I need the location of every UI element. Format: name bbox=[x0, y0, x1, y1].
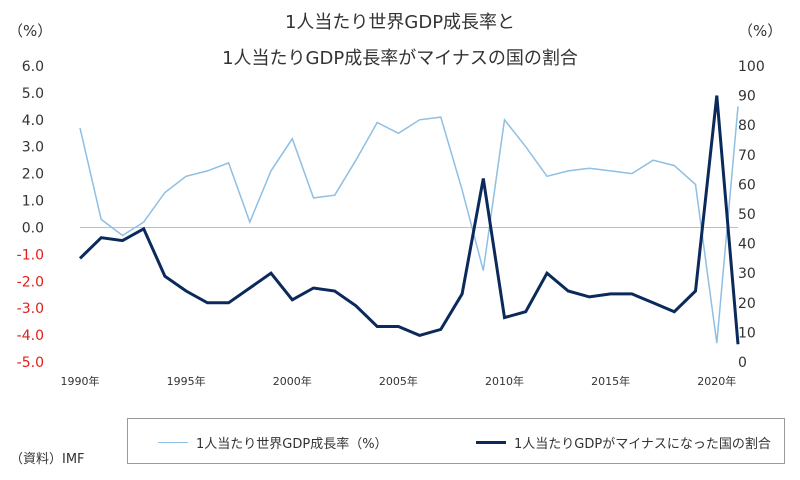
chart-legend: 1人当たり世界GDP成長率（%） 1人当たりGDPがマイナスになった国の割合 bbox=[127, 418, 785, 464]
left-axis-tick-label: 6.0 bbox=[22, 59, 44, 75]
chart-title-line2: 1人当たりGDP成長率がマイナスの国の割合 bbox=[222, 48, 578, 69]
right-axis-tick-label: 10 bbox=[738, 325, 756, 341]
right-axis-tick-label: 40 bbox=[738, 237, 756, 253]
legend-swatch-growth-rate bbox=[158, 442, 188, 443]
x-axis-tick-label: 1990年 bbox=[61, 374, 100, 388]
left-axis-tick-label: -4.0 bbox=[17, 328, 44, 344]
legend-swatch-negative-share bbox=[476, 441, 506, 444]
left-axis-tick-label: 5.0 bbox=[22, 86, 44, 102]
x-axis-tick-label: 1995年 bbox=[167, 374, 206, 388]
right-axis-tick-label: 100 bbox=[738, 59, 765, 75]
right-axis-tick-label: 90 bbox=[738, 89, 756, 105]
left-axis-tick-label: 0.0 bbox=[22, 220, 44, 236]
line-chart: 6.0 5.0 4.0 3.0 2.0 1.0 0.0 -1.0 -2.0 -3.0 -4.0 -5.… bbox=[17, 59, 765, 388]
right-axis-tick-label: 60 bbox=[738, 177, 756, 193]
left-axis-tick-label: 3.0 bbox=[22, 140, 44, 156]
x-axis-tick-label: 2000年 bbox=[273, 374, 312, 388]
right-axis-tick-label: 30 bbox=[738, 266, 756, 282]
x-axis-tick-label: 2015年 bbox=[591, 374, 630, 388]
right-axis-unit: （%） bbox=[738, 22, 783, 40]
left-axis-tick-label: 1.0 bbox=[22, 194, 44, 210]
x-axis-tick-label: 2005年 bbox=[379, 374, 418, 388]
left-axis-tick-label: -1.0 bbox=[17, 247, 44, 263]
right-axis-tick-label: 70 bbox=[738, 148, 756, 164]
left-axis-unit: （%） bbox=[8, 22, 53, 40]
chart-title-line1: 1人当たり世界GDP成長率と bbox=[284, 12, 516, 33]
left-axis-tick-label: -5.0 bbox=[17, 355, 44, 371]
right-axis-tick-label: 20 bbox=[738, 296, 756, 312]
right-axis-tick-label: 80 bbox=[738, 118, 756, 134]
right-axis-tick-label: 0 bbox=[738, 355, 747, 371]
left-axis-tick-label: -3.0 bbox=[17, 301, 44, 317]
series-line-negative-share bbox=[78, 95, 740, 345]
x-axis-tick-label: 2010年 bbox=[485, 374, 524, 388]
source-note: （資料）IMF bbox=[10, 452, 85, 467]
series-line-growth-rate bbox=[79, 106, 739, 344]
right-axis-tick-label: 50 bbox=[738, 207, 756, 223]
legend-label-negative-share: 1人当たりGDPがマイナスになった国の割合 bbox=[514, 437, 771, 452]
x-axis-tick-label: 2020年 bbox=[697, 374, 736, 388]
left-axis-tick-label: -2.0 bbox=[17, 274, 44, 290]
left-axis-tick-label: 4.0 bbox=[22, 113, 44, 129]
legend-label-growth-rate: 1人当たり世界GDP成長率（%） bbox=[196, 437, 388, 452]
left-axis-tick-label: 2.0 bbox=[22, 167, 44, 183]
